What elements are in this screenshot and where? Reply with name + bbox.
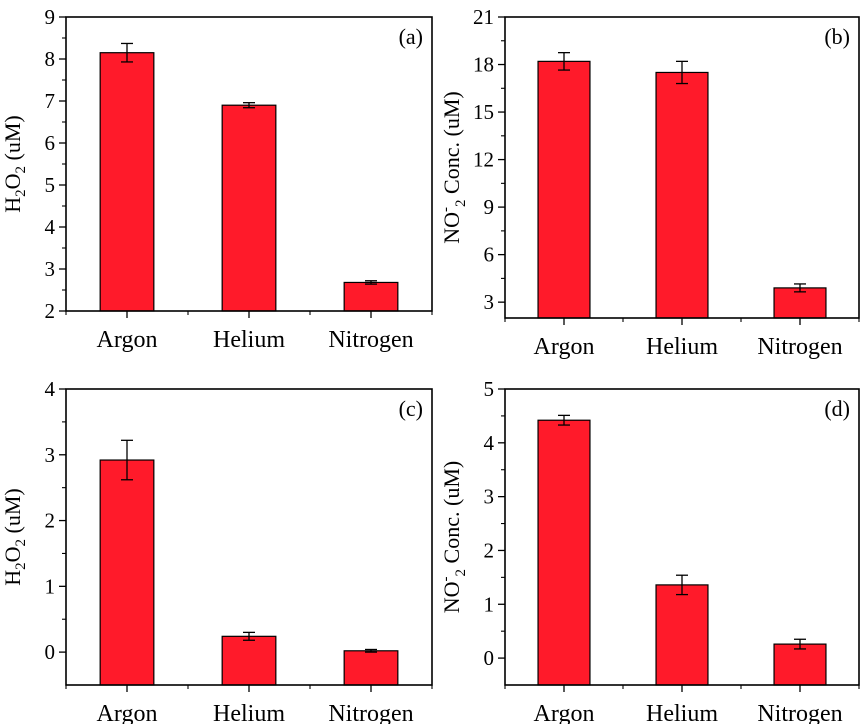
bar <box>343 650 399 686</box>
bar <box>99 52 155 312</box>
y-axis-title-part: H <box>0 197 25 213</box>
panel-label: (d) <box>824 396 850 421</box>
y-axis-title: H2O2 (uM) <box>0 488 29 586</box>
y-tick-label: 7 <box>45 89 56 113</box>
y-tick-label: 2 <box>484 538 495 562</box>
bar <box>773 643 827 686</box>
y-axis-title-part: - <box>438 576 454 581</box>
y-tick-label: 15 <box>473 100 494 124</box>
bar <box>99 459 155 686</box>
y-tick-label: 4 <box>45 377 56 401</box>
y-axis-title-part: 2 <box>453 199 469 207</box>
y-tick-label: 5 <box>45 173 56 197</box>
y-tick-label: 9 <box>45 5 56 29</box>
y-axis-title-part: H <box>0 570 25 586</box>
x-tick-label: Helium <box>646 334 718 360</box>
x-tick-label: Helium <box>213 327 285 353</box>
y-axis-title-part: NO <box>439 212 464 244</box>
bar <box>655 71 709 319</box>
bar <box>221 104 277 312</box>
y-tick-label: 9 <box>484 195 495 219</box>
y-tick-label: 6 <box>484 243 495 267</box>
y-tick-label: 2 <box>45 509 56 533</box>
x-tick-label: Argon <box>97 327 158 353</box>
y-axis-title: H2O2 (uM) <box>0 115 29 213</box>
y-tick-label: 5 <box>484 377 495 401</box>
y-tick-label: 4 <box>484 431 495 455</box>
x-tick-label: Nitrogen <box>328 701 413 724</box>
bar <box>537 60 591 319</box>
x-tick-label: Nitrogen <box>757 334 842 360</box>
x-tick-label: Nitrogen <box>328 327 413 353</box>
y-axis-title-part: Conc. (uM) <box>439 461 464 569</box>
y-tick-label: 12 <box>473 148 494 172</box>
y-tick-label: 1 <box>484 592 495 616</box>
y-axis-title: NO-2 Conc. (uM) <box>438 91 469 243</box>
y-axis-title-part: 2 <box>13 189 29 197</box>
y-tick-label: 3 <box>45 443 56 467</box>
y-tick-label: 6 <box>45 131 56 155</box>
y-tick-label: 4 <box>45 215 56 239</box>
y-axis-title-part: 2 <box>13 539 29 547</box>
y-tick-label: 2 <box>45 299 56 323</box>
y-tick-label: 3 <box>484 485 495 509</box>
y-tick-label: 21 <box>473 5 494 29</box>
x-tick-label: Helium <box>646 701 718 724</box>
panel-label: (c) <box>399 396 423 421</box>
x-tick-label: Nitrogen <box>757 701 842 724</box>
panel-label: (b) <box>824 24 850 49</box>
y-tick-label: 18 <box>473 53 494 77</box>
y-axis-title-part: NO <box>439 581 464 613</box>
bar <box>655 584 709 686</box>
y-axis-title-part: (uM) <box>0 115 25 166</box>
y-axis-title-part: 2 <box>13 562 29 570</box>
y-tick-label: 8 <box>45 47 56 71</box>
x-tick-label: Argon <box>534 701 595 724</box>
y-axis-title-part: 2 <box>453 569 469 577</box>
bar <box>537 419 591 686</box>
y-axis-title-part: O <box>0 546 25 562</box>
y-axis-title-part: Conc. (uM) <box>439 91 464 199</box>
y-axis-title-part: 2 <box>13 166 29 174</box>
y-tick-label: 3 <box>484 290 495 314</box>
bar <box>773 287 827 319</box>
bar <box>221 635 277 686</box>
y-axis-title: NO-2 Conc. (uM) <box>438 461 469 613</box>
y-axis-title-part: - <box>438 207 454 212</box>
x-tick-label: Helium <box>213 701 285 724</box>
x-tick-label: Argon <box>97 701 158 724</box>
panel-label: (a) <box>399 24 423 49</box>
y-axis-title-part: O <box>0 173 25 189</box>
y-tick-label: 3 <box>45 257 56 281</box>
bar <box>343 281 399 312</box>
y-tick-label: 1 <box>45 574 56 598</box>
chart-panel-b: 3 6 9 12 15 18 21 Argon Helium Nitrogen (b) NO-2 Co… <box>438 5 860 360</box>
x-tick-label: Argon <box>534 334 595 360</box>
y-axis-title-part: (uM) <box>0 488 25 539</box>
y-tick-label: 0 <box>484 646 495 670</box>
y-tick-label: 0 <box>45 640 56 664</box>
